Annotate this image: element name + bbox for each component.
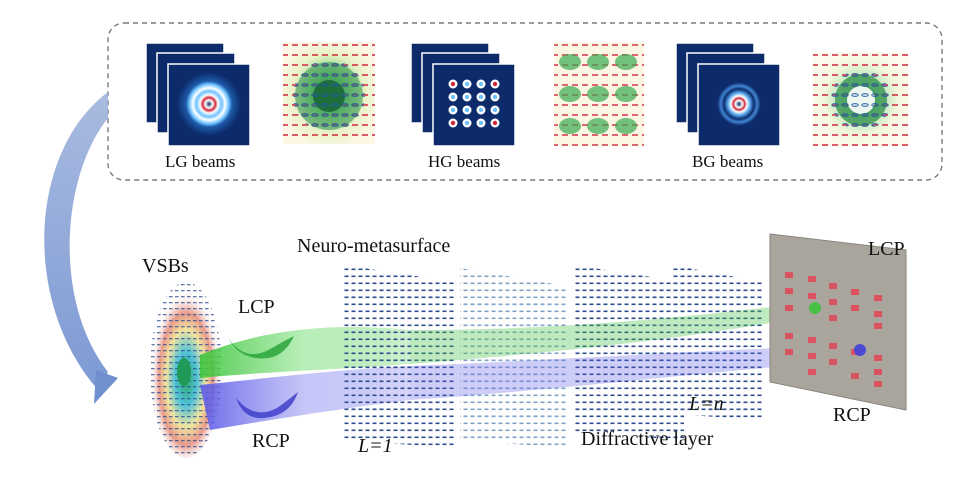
diffractive-layers [343, 265, 762, 448]
hg-intensity-stack [410, 42, 516, 147]
lg-polarization-map [283, 42, 375, 144]
neuro-metasurface-label: Neuro-metasurface [297, 235, 451, 257]
rcp-helix-icon [236, 392, 298, 419]
rcp-input-label: RCP [252, 430, 290, 452]
layer-last-label: L=n [689, 393, 724, 415]
bg-polarization-map [813, 52, 909, 146]
curved-arrow-head [94, 370, 118, 404]
rcp-output-label: RCP [833, 404, 871, 426]
hg-beams-label: HG beams [428, 152, 501, 171]
layer-2 [460, 268, 566, 448]
rcp-beam-through [410, 345, 860, 400]
detector-plane [769, 233, 907, 411]
layer-1 [343, 265, 455, 448]
lcp-input-label: LCP [238, 296, 275, 318]
lcp-output-label: LCP [868, 238, 905, 260]
lg-intensity-stack [145, 42, 251, 147]
hg-polarization-map [554, 42, 644, 146]
layer-n [672, 265, 762, 420]
vsb-source [150, 282, 222, 458]
diffractive-layer-label: Diffractive layer [581, 428, 714, 450]
layer-3 [573, 265, 684, 440]
lcp-helix-icon [228, 336, 294, 359]
vsbs-label: VSBs [142, 255, 189, 277]
layer-first-label: L=1 [358, 435, 393, 457]
lcp-beam-through [410, 302, 815, 364]
bg-intensity-stack [675, 42, 781, 147]
curved-arrow [44, 92, 108, 390]
lg-beams-label: LG beams [165, 152, 236, 171]
bg-beams-label: BG beams [692, 152, 764, 171]
